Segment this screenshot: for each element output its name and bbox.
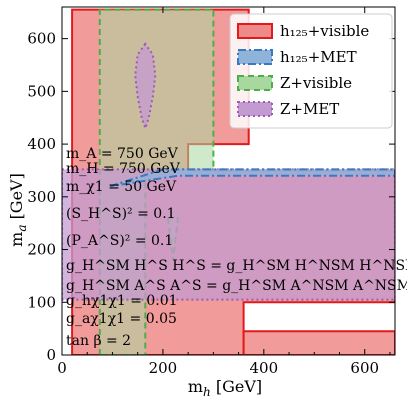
legend: h₁₂₅+visible h₁₂₅+MET Z+visible Z+MET [229, 13, 393, 129]
annotation-line: g_hχ1χ1 = 0.01 [66, 293, 178, 309]
legend-swatch-z-met [237, 101, 273, 117]
y-tick-label: 400 [27, 135, 56, 153]
y-tick-label: 500 [27, 82, 56, 100]
region-h125-visible-1 [242, 330, 395, 355]
legend-label-z-met: Z+MET [280, 100, 339, 118]
annotation-line: m_χ1 = 50 GeV [66, 179, 177, 195]
region-h125-met-0 [109, 168, 395, 188]
plot-frame [61, 6, 396, 356]
x-tick-label: 600 [350, 359, 379, 377]
legend-label-h125-met: h₁₂₅+MET [280, 48, 357, 66]
annotation-line: (S_H^S)² = 0.1 [66, 206, 176, 222]
plot-border [61, 6, 396, 356]
y-tick-label: 0 [46, 346, 56, 364]
region-z-met-0 [62, 168, 395, 301]
annotation-line: m_A = 750 GeV [66, 146, 179, 162]
annotation-line: tan β = 2 [66, 333, 131, 349]
legend-swatch-h125-met [237, 49, 273, 65]
legend-label-h125-visible: h₁₂₅+visible [280, 22, 369, 40]
x-axis-title: mh [GeV] [188, 377, 262, 399]
axis-ticks: 0 200 400 600 0 100 200 300 400 500 600 [27, 7, 395, 377]
y-tick-label: 100 [27, 293, 56, 311]
annotation-line: g_aχ1χ1 = 0.05 [66, 311, 177, 327]
region-z-met-1 [134, 42, 157, 132]
legend-label-z-visible: Z+visible [280, 74, 352, 92]
y-tick-label: 300 [27, 188, 56, 206]
annotation-line: (P_A^S)² = 0.1 [66, 233, 173, 249]
x-tick-label: 200 [149, 359, 178, 377]
regions-layer [62, 8, 395, 355]
annotation-line: g_H^SM H^S H^S = g_H^SM H^NSM H^NSM [66, 258, 407, 274]
legend-swatch-h125-visible [237, 23, 273, 39]
y-tick-label: 600 [27, 30, 56, 48]
y-axis-title: ma [GeV] [7, 173, 29, 247]
annotation-line: m_H = 750 GeV [66, 161, 181, 177]
annotation-line: g_H^SM A^S A^S = g_H^SM A^NSM A^NSM [66, 278, 407, 294]
x-tick-label: 400 [249, 359, 278, 377]
legend-swatch-z-visible [237, 75, 273, 91]
x-tick-label: 0 [57, 359, 67, 377]
legend-box [229, 13, 393, 129]
y-tick-label: 200 [27, 241, 56, 259]
